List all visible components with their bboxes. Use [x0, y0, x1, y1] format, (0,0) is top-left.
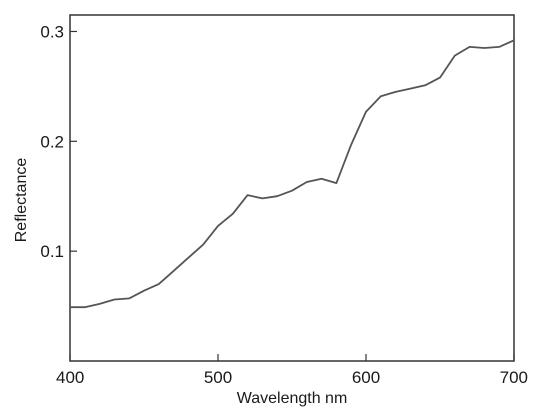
x-tick-label: 500: [204, 368, 232, 387]
y-axis-label: Reflectance: [13, 158, 30, 243]
y-tick-label: 0.2: [40, 132, 64, 151]
y-tick-label: 0.1: [40, 242, 64, 261]
x-tick-label: 400: [56, 368, 84, 387]
y-axis-ticks: 0.1 0.2 0.3: [40, 22, 77, 261]
plot-frame: [69, 14, 515, 362]
reflectance-series-line: [70, 39, 515, 309]
y-tick-label: 0.3: [40, 22, 64, 41]
x-axis-label: Wavelength nm: [237, 390, 348, 407]
x-tick-label: 700: [500, 368, 528, 387]
x-tick-label: 600: [352, 368, 380, 387]
x-axis-ticks: 400 500 600 700: [56, 354, 528, 387]
